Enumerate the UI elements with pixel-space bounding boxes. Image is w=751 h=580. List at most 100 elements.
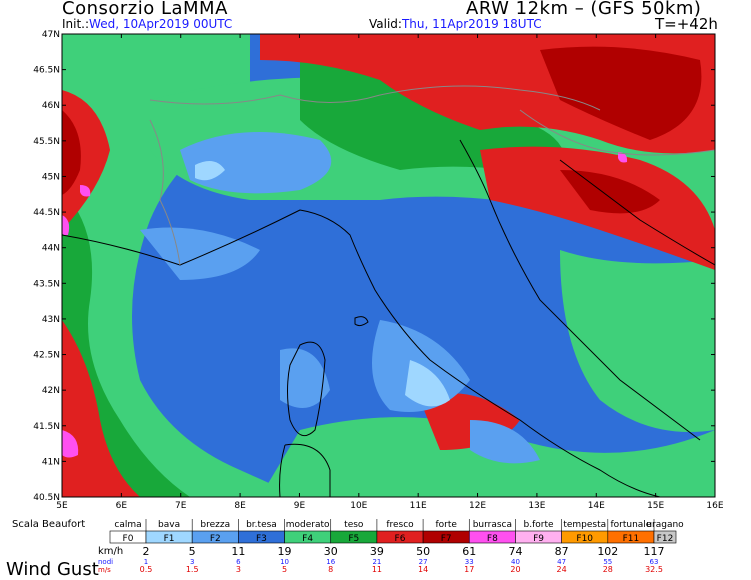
field-magenta-1 [62,430,79,458]
legend-class-label: F7 [441,534,452,544]
legend-class-label: F2 [210,534,221,544]
field-darkred-west [62,110,81,195]
legend-ms-value: 20 [510,565,520,574]
legend-description: bava [158,520,180,530]
coast-ligurian-tyrrhenian [62,209,661,497]
valid-row: Valid:Thu, 11Apr2019 18UTC [369,17,542,31]
legend-kmh-value: 39 [370,545,384,558]
field-pale-tyrrhenian [405,360,450,407]
legend-class-label: F6 [395,534,406,544]
legend-class-label: F10 [576,534,593,544]
legend-kmh-value: 87 [555,545,569,558]
legend-knots-value: 27 [419,558,428,566]
legend-description: moderato [286,520,330,530]
legend-ms-value: 32.5 [645,565,663,574]
org-title: Consorzio LaMMA [62,0,228,19]
legend-kmh-value: 2 [143,545,150,558]
legend-description: teso [344,520,364,530]
field-lightblue-corsica [280,348,330,408]
legend-knots-value: 1 [144,558,148,566]
legend-ms-value: 3 [236,565,241,574]
legend-class-label: F11 [623,534,640,544]
legend-swatch [653,530,677,544]
legend-ms-value: 1.5 [186,565,199,574]
legend-ms-value: 5 [282,565,287,574]
legend-knots-value: 16 [326,558,335,566]
legend-kmh-value: 11 [231,545,245,558]
legend-description: fortunale [610,520,651,530]
lon-label: 13E [528,501,545,511]
field-pale-po [195,161,225,181]
legend-kmh-value: 50 [416,545,430,558]
legend-class-label: F5 [348,534,359,544]
legend-knots-value: 33 [465,558,474,566]
legend-descriptions: calma bava brezza br.tesa moderato teso fresco… [114,519,684,531]
valid-label: Valid: [369,17,402,31]
latitude-axis: 47N 46.5N 46N 45.5N 45N 44.5N 44N 43.5N 43N 42.5N… [33,30,715,503]
lat-label: 46N [42,101,60,111]
legend-ms-value: 17 [464,565,474,574]
field-green-east [560,250,715,432]
border-switzerland [149,94,381,105]
init-label: Init.: [62,17,90,31]
legend-knots-value: 3 [190,558,194,566]
legend-class-label: F8 [487,534,498,544]
lat-label: 43.5N [33,279,60,289]
legend-description: tempesta [563,520,606,530]
legend-knots-value: 10 [280,558,289,566]
lon-label: 7E [175,501,187,511]
legend-kmh-value: 102 [597,545,618,558]
border-slovenia-croatia [519,109,715,156]
legend-knots-value: 21 [372,558,381,566]
coast-sardinia [279,443,331,497]
map-frame [61,33,716,498]
lat-label: 41N [42,457,60,467]
wind-field [62,34,715,497]
border-france-italy [149,119,181,266]
field-magenta-4 [618,152,628,163]
init-value: Wed, 10Apr2019 00UTC [89,17,233,31]
field-lightblue-south [470,420,540,464]
legend-ms-value: 11 [372,565,382,574]
field-red-southwest [62,320,140,497]
field-magenta-2 [80,185,91,197]
legend-classes: F0 F1 F2 F3 F4 F5 F6 F7 F8 F9 F10 F11 F12 [109,530,677,544]
legend-kmh-value: 61 [462,545,476,558]
legend-title: Wind Gust [6,559,99,580]
legend-knots-value: 63 [650,558,659,566]
legend-class-label: F1 [164,534,175,544]
legend-values: 210.5531.5116319105301683921115027146133… [140,545,665,574]
field-darkred-adriatic [560,170,660,214]
field-green-west [62,34,300,497]
legend-class-label: F0 [123,534,134,544]
lon-label: 8E [234,501,246,511]
lat-label: 44.5N [33,208,60,218]
coast-elba [354,316,369,327]
legend-kmh-value: 19 [278,545,292,558]
unit-kmh: km/h [98,546,123,557]
legend-description: fresco [386,520,414,530]
lat-label: 42.5N [33,351,60,361]
legend-knots-value: 55 [603,558,612,566]
valid-value: Thu, 11Apr2019 18UTC [401,17,542,31]
coast-adriatic-west [459,139,701,441]
lon-label: 6E [116,501,128,511]
field-lightblue-ligurian [140,227,260,280]
scale-label: Scala Beaufort [12,519,85,530]
field-magenta-3 [62,215,70,236]
legend-ms-value: 28 [603,565,613,574]
legend-description: forte [435,520,457,530]
legend-description: br.tesa [246,520,277,530]
legend-description: burrasca [473,520,512,530]
coast-corsica [287,341,326,437]
lon-label: 16E [706,501,723,511]
lon-label: 10E [350,501,367,511]
lat-label: 44N [42,244,60,254]
lat-label: 43N [42,315,60,325]
legend-ms-value: 8 [328,565,333,574]
legend-class-label: F4 [302,534,313,544]
legend-knots-value: 47 [557,558,566,566]
legend-kmh-value: 117 [644,545,665,558]
